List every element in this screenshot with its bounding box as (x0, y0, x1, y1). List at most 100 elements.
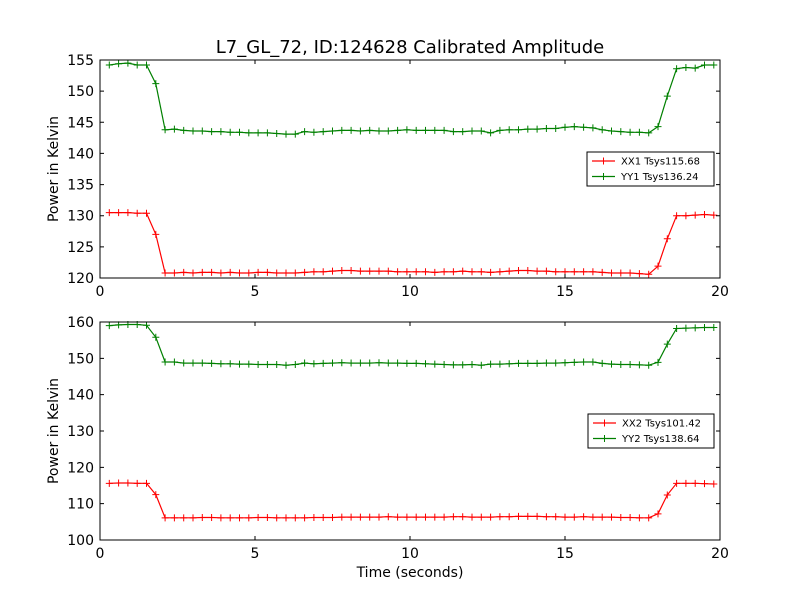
data-point-marker (608, 360, 615, 368)
legend-label: YY2 Tsys138.64 (621, 434, 700, 445)
data-point-marker (617, 269, 625, 277)
data-point-marker (459, 513, 467, 521)
data-point-marker (375, 127, 383, 135)
data-point-marker (542, 359, 550, 367)
data-point-marker (356, 127, 364, 135)
data-point-marker (468, 361, 476, 369)
panel-2: 0 5 10 15 20 100 110 120 130 140 150 160 Power in Ke… (46, 315, 729, 581)
data-point-marker (580, 358, 588, 366)
data-point-marker (552, 513, 560, 521)
data-point-marker (440, 361, 448, 369)
data-point-marker (524, 359, 532, 367)
data-point-marker (496, 360, 504, 368)
data-point-marker (403, 359, 411, 367)
data-point-marker (282, 361, 290, 369)
data-point-marker (542, 125, 550, 133)
data-point-marker (701, 480, 708, 488)
data-point-marker (273, 514, 281, 522)
data-point-marker (431, 513, 439, 521)
y-axis-label: Power in Kelvin (46, 378, 62, 484)
data-point-marker (115, 60, 123, 68)
x-tick-label: 20 (711, 546, 729, 562)
data-point-marker (635, 361, 643, 369)
data-point-marker (570, 268, 578, 276)
data-point-marker (682, 479, 690, 487)
data-point-marker (654, 123, 662, 131)
data-point-marker (263, 129, 271, 137)
data-point-marker (487, 268, 495, 276)
data-point-marker (273, 129, 281, 137)
data-point-marker (198, 359, 206, 367)
chart-title: L7_GL_72, ID:124628 Calibrated Amplitude (216, 37, 604, 58)
data-point-marker (189, 359, 197, 367)
data-point-marker (208, 359, 216, 367)
y-tick-label: 150 (67, 351, 94, 367)
data-point-marker (105, 479, 113, 487)
x-tick-label: 20 (711, 284, 729, 300)
y-tick-label: 140 (67, 146, 94, 162)
data-point-marker (245, 269, 253, 277)
data-point-marker (468, 127, 476, 135)
data-point-marker (152, 333, 160, 341)
y-tick-label: 130 (67, 209, 94, 225)
data-point-marker (459, 361, 467, 369)
data-point-marker (143, 321, 150, 329)
data-point-marker (412, 359, 420, 367)
data-point-marker (170, 125, 178, 133)
data-point-marker (310, 513, 318, 521)
data-point-marker (124, 59, 132, 67)
data-point-marker (598, 513, 606, 521)
data-point-marker (143, 479, 150, 487)
legend-marker (601, 419, 608, 427)
data-point-marker (673, 212, 681, 220)
data-point-marker (477, 127, 485, 135)
data-point-marker (542, 267, 550, 275)
data-point-marker (552, 268, 560, 276)
data-point-marker (198, 513, 206, 521)
x-tick-label: 0 (96, 284, 105, 300)
data-point-marker (673, 479, 681, 487)
data-point-marker (394, 359, 402, 367)
data-point-marker (533, 125, 541, 133)
data-point-marker (682, 324, 690, 332)
data-point-marker (635, 128, 643, 136)
data-point-marker (710, 61, 718, 69)
data-point-marker (515, 126, 522, 134)
data-point-marker (589, 358, 597, 366)
data-point-marker (505, 513, 513, 521)
data-point-marker (189, 127, 197, 135)
data-point-marker (487, 129, 495, 137)
data-point-marker (533, 512, 541, 520)
data-point-marker (496, 126, 504, 134)
data-point-marker (403, 126, 411, 134)
data-point-marker (143, 61, 150, 69)
data-point-marker (654, 262, 662, 270)
data-point-marker (301, 514, 309, 522)
data-point-marker (589, 513, 597, 521)
data-point-marker (394, 126, 402, 134)
data-point-marker (663, 235, 671, 243)
data-point-marker (403, 513, 411, 521)
data-point-marker (654, 358, 662, 366)
data-point-marker (301, 128, 309, 136)
data-point-marker (161, 126, 169, 134)
data-point-marker (208, 268, 216, 276)
data-point-marker (524, 267, 532, 275)
data-point-marker (356, 359, 364, 367)
data-point-marker (412, 268, 420, 276)
data-point-marker (561, 359, 569, 367)
data-point-marker (198, 127, 206, 135)
data-point-marker (552, 359, 560, 367)
data-point-marker (394, 513, 402, 521)
data-point-marker (254, 268, 262, 276)
data-point-marker (105, 209, 113, 217)
data-point-marker (515, 359, 522, 367)
data-point-marker (505, 360, 513, 368)
data-point-marker (422, 268, 429, 276)
data-point-marker (645, 361, 653, 369)
data-point-marker (524, 512, 532, 520)
legend-label: YY1 Tsys136.24 (620, 172, 699, 183)
data-point-marker (673, 65, 681, 73)
data-point-marker (384, 127, 392, 135)
